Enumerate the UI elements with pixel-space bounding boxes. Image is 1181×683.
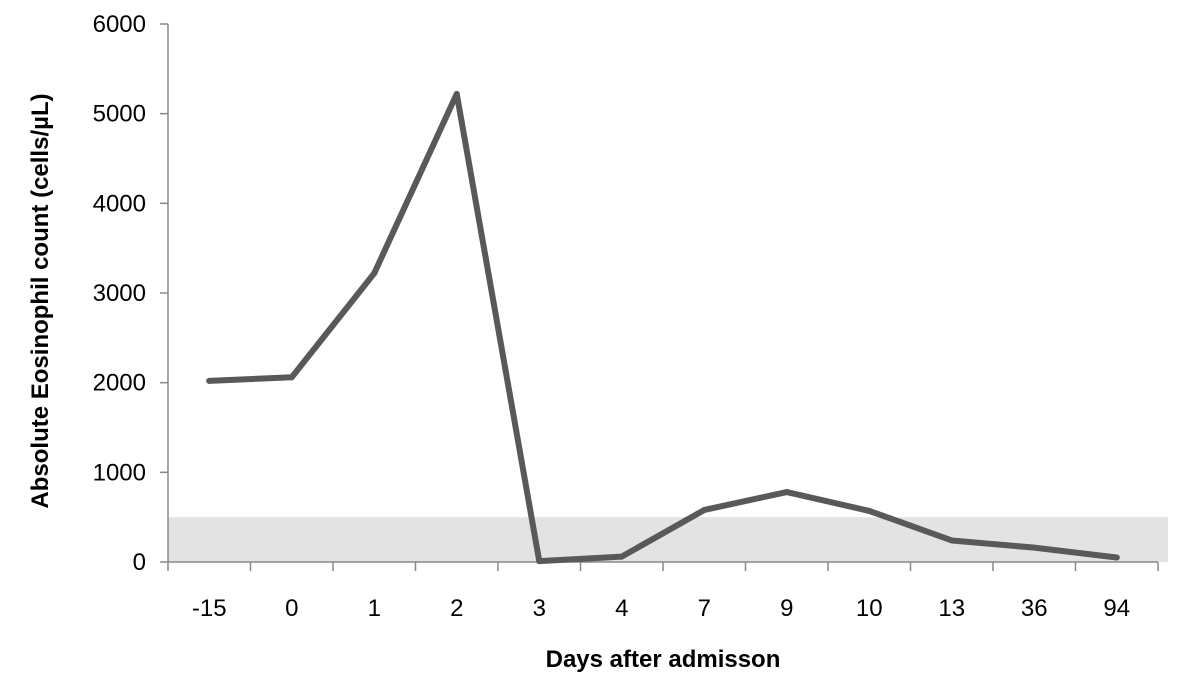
data-point <box>536 558 543 565</box>
series-line <box>206 90 1120 565</box>
data-point <box>1113 554 1120 561</box>
x-tick-label: -15 <box>192 595 227 622</box>
data-point <box>371 270 378 277</box>
x-tick-label: 0 <box>285 595 298 622</box>
x-axis-ticks: -15 0 1 2 3 4 7 9 10 13 36 94 <box>167 562 1159 622</box>
x-tick-label: 36 <box>1021 595 1048 622</box>
x-axis-title: Days after admisson <box>546 646 781 673</box>
x-tick-label: 1 <box>368 595 381 622</box>
data-point <box>206 377 213 384</box>
y-axis-ticks: 0 1000 2000 3000 4000 5000 6000 <box>93 11 168 576</box>
x-tick-label: 7 <box>698 595 711 622</box>
data-point <box>866 507 873 514</box>
y-tick-label: 3000 <box>93 280 146 307</box>
data-point <box>1031 544 1038 551</box>
x-tick-label: 4 <box>615 595 628 622</box>
series-group <box>206 90 1120 565</box>
x-tick-label: 10 <box>856 595 883 622</box>
y-tick-label: 6000 <box>93 11 146 38</box>
data-point <box>453 90 460 97</box>
y-tick-label: 4000 <box>93 190 146 217</box>
data-point <box>701 506 708 513</box>
x-tick-label: 2 <box>450 595 463 622</box>
y-tick-label: 1000 <box>93 459 146 486</box>
data-point <box>288 374 295 381</box>
x-tick-label: 9 <box>780 595 793 622</box>
data-point <box>618 553 625 560</box>
y-tick-label: 5000 <box>93 101 146 128</box>
y-tick-label: 2000 <box>93 370 146 397</box>
x-tick-label: 3 <box>533 595 546 622</box>
data-point <box>783 489 790 496</box>
x-tick-label: 94 <box>1103 595 1130 622</box>
normal-range-band <box>168 517 1168 562</box>
x-tick-label: 13 <box>938 595 965 622</box>
y-tick-label: 0 <box>133 549 146 576</box>
data-point <box>948 537 955 544</box>
y-axis-title: Absolute Eosinophil count (cells/µL) <box>27 93 54 508</box>
